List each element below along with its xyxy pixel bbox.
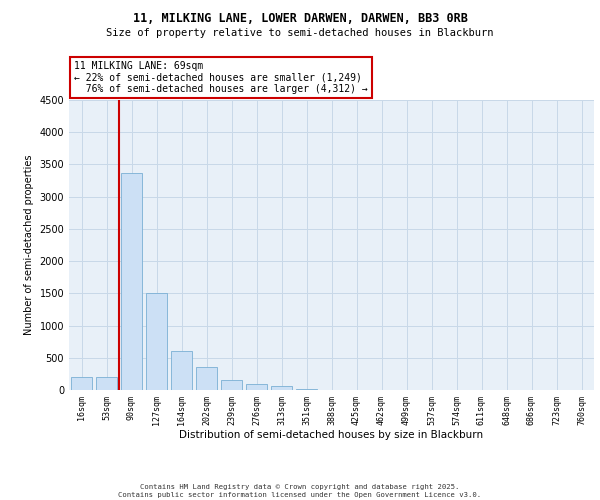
Bar xyxy=(121,173,142,390)
Bar xyxy=(71,377,92,390)
Text: Contains HM Land Registry data © Crown copyright and database right 2025.
Contai: Contains HM Land Registry data © Crown c… xyxy=(118,484,482,498)
Bar xyxy=(96,377,117,390)
Bar xyxy=(146,294,167,390)
X-axis label: Distribution of semi-detached houses by size in Blackburn: Distribution of semi-detached houses by … xyxy=(179,430,484,440)
Bar xyxy=(221,380,242,390)
Text: 11 MILKING LANE: 69sqm
← 22% of semi-detached houses are smaller (1,249)
  76% o: 11 MILKING LANE: 69sqm ← 22% of semi-det… xyxy=(74,61,368,94)
Bar xyxy=(271,386,292,390)
Text: 11, MILKING LANE, LOWER DARWEN, DARWEN, BB3 0RB: 11, MILKING LANE, LOWER DARWEN, DARWEN, … xyxy=(133,12,467,26)
Bar xyxy=(296,388,317,390)
Text: Size of property relative to semi-detached houses in Blackburn: Size of property relative to semi-detach… xyxy=(106,28,494,38)
Bar xyxy=(171,352,192,390)
Bar xyxy=(246,384,267,390)
Bar xyxy=(196,367,217,390)
Y-axis label: Number of semi-detached properties: Number of semi-detached properties xyxy=(24,155,34,336)
